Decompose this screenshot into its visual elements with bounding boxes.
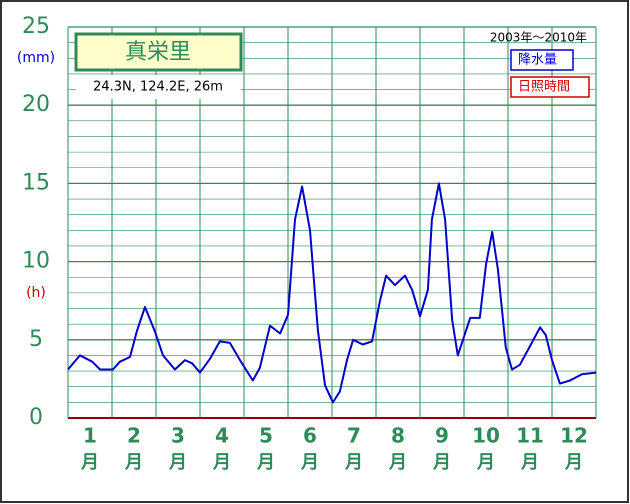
x-tick-unit: 月 [168, 452, 187, 473]
x-tick-label: 8 [391, 424, 405, 448]
x-tick-label: 10 [472, 424, 500, 448]
x-tick-label: 7 [347, 424, 361, 448]
chart-title: 真栄里 [125, 40, 191, 65]
x-tick-label: 11 [516, 424, 544, 448]
x-tick-label: 2 [127, 424, 141, 448]
x-tick-unit: 月 [300, 452, 319, 473]
grid [67, 26, 597, 419]
location: 24.3N, 124.2E, 26m [93, 80, 223, 95]
y-unit: (mm) [17, 50, 55, 66]
x-tick-unit: 月 [212, 452, 231, 473]
x-tick-label: 6 [303, 424, 317, 448]
x-tick-unit: 月 [432, 452, 451, 473]
x-tick-unit: 月 [256, 452, 275, 473]
y-tick-label: 5 [29, 327, 43, 352]
x-tick-label: 3 [171, 424, 185, 448]
x-tick-unit: 月 [476, 452, 495, 473]
y-tick-label: 20 [22, 92, 50, 117]
period: 2003年～2010年 [490, 31, 587, 45]
x-tick-unit: 月 [520, 452, 539, 473]
x-tick-unit: 月 [388, 452, 407, 473]
location-box [76, 75, 241, 99]
y-tick-label: 0 [29, 405, 43, 430]
x-tick-label: 9 [435, 424, 449, 448]
x-tick-unit: 月 [564, 452, 583, 473]
x-tick-label: 4 [215, 424, 229, 448]
legend-label: 日照時間 [518, 80, 570, 95]
x-tick-label: 1 [83, 424, 97, 448]
title-box [74, 32, 243, 72]
x-tick-label: 12 [560, 424, 588, 448]
y-tick-label: 15 [22, 170, 50, 195]
y-tick-label: 25 [22, 14, 50, 39]
precip-line [67, 182, 597, 404]
legend-label: 降水量 [518, 53, 557, 68]
x-tick-label: 5 [259, 424, 273, 448]
legend-box [510, 76, 590, 98]
x-tick-unit: 月 [344, 452, 363, 473]
y-tick-label: 10 [22, 249, 50, 274]
legend-box [510, 49, 574, 71]
x-tick-unit: 月 [80, 452, 99, 473]
y2-unit: (h) [26, 285, 46, 301]
x-tick-unit: 月 [124, 452, 143, 473]
